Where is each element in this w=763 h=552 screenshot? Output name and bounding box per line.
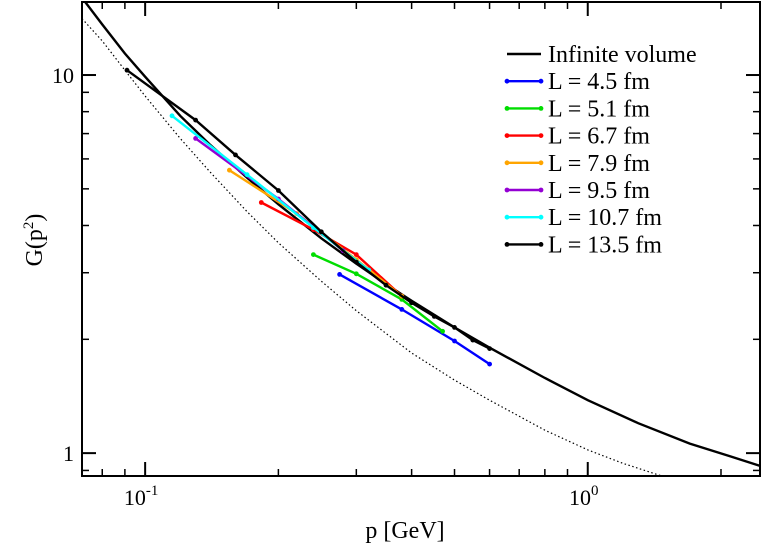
series-point-2-3 — [440, 328, 445, 334]
legend-label-0: Infinite volume — [548, 42, 697, 68]
legend-marker-start-2 — [504, 106, 510, 111]
legend-label-2: L = 5.1 fm — [548, 96, 650, 122]
series-point-3-0 — [258, 200, 264, 205]
series-point-7-7 — [409, 300, 414, 306]
series-layer — [83, 2, 760, 468]
series-point-7-5 — [353, 259, 359, 265]
series-point-4-0 — [227, 167, 232, 173]
legend-label-5: L = 9.5 fm — [548, 178, 650, 204]
series-line-2 — [312, 253, 444, 333]
series-point-7-6 — [383, 282, 389, 288]
series-point-7-4 — [318, 229, 324, 235]
series-point-7-0 — [124, 67, 130, 73]
series-point-7-3 — [276, 188, 281, 193]
reference-layer — [82, 18, 662, 476]
legend-label-4: L = 7.9 fm — [548, 151, 650, 177]
legend-marker-start-4 — [504, 160, 510, 166]
x-axis-label: p [GeV] — [365, 518, 444, 544]
y-axis-label-sup: 2 — [21, 222, 37, 230]
x-tick-label-1: 100 — [569, 483, 599, 510]
series-line-7 — [126, 69, 491, 350]
legend-label-1: L = 4.5 fm — [548, 69, 650, 95]
series-point-1-0 — [337, 272, 342, 277]
legend-marker-end-3 — [538, 133, 544, 139]
series-point-6-0 — [169, 113, 175, 119]
series-point-7-8 — [431, 314, 437, 319]
series-point-7-2 — [233, 152, 238, 158]
series-point-2-1 — [353, 271, 359, 277]
series-point-1-1 — [399, 307, 405, 312]
legend-marker-start-7 — [504, 242, 510, 247]
series-point-5-0 — [193, 136, 199, 141]
series-point-6-1 — [244, 172, 250, 178]
legend-marker-start-6 — [504, 214, 510, 220]
legend-marker-start-1 — [504, 78, 510, 84]
legend-label-6: L = 10.7 fm — [548, 205, 662, 231]
x-tick-exponent-1: 0 — [591, 483, 599, 499]
reference-curve-line — [82, 18, 662, 476]
y-tick-label-0: 1 — [63, 441, 74, 466]
series-point-7-9 — [452, 325, 457, 330]
x-tick-mantissa-1: 10 — [569, 485, 591, 510]
y-axis-label-close: ) — [22, 214, 48, 222]
legend-marker-end-4 — [538, 160, 544, 166]
series-point-3-2 — [353, 252, 359, 257]
x-tick-label-0: 10-1 — [124, 483, 159, 510]
series-point-1-2 — [452, 338, 457, 344]
y-axis-label: G(p2) — [21, 214, 48, 267]
series-point-1-3 — [487, 361, 492, 367]
plot-frame — [81, 1, 761, 477]
y-axis-label-main: G(p — [22, 229, 48, 266]
legend-marker-start-3 — [504, 133, 510, 139]
x-tick-exponent-0: -1 — [146, 483, 159, 499]
y-tick-label-1: 10 — [52, 63, 74, 88]
legend-label-7: L = 13.5 fm — [548, 232, 662, 258]
legend-marker-start-5 — [504, 187, 510, 193]
legend-marker-end-1 — [538, 78, 544, 84]
series-point-7-11 — [487, 346, 492, 351]
series-point-7-1 — [193, 117, 199, 123]
series-point-2-0 — [311, 252, 316, 257]
legend-marker-end-5 — [538, 187, 544, 193]
series-line-1 — [339, 273, 491, 366]
series-point-7-10 — [470, 337, 476, 343]
x-tick-mantissa-0: 10 — [124, 485, 146, 510]
legend-label-3: L = 6.7 fm — [548, 124, 650, 150]
legend-marker-end-7 — [538, 242, 544, 247]
legend-marker-end-6 — [538, 214, 544, 220]
legend-marker-end-2 — [538, 106, 544, 111]
